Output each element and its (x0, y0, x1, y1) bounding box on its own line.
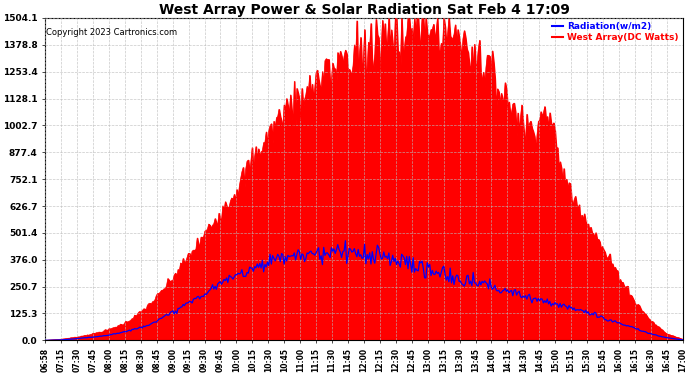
Title: West Array Power & Solar Radiation Sat Feb 4 17:09: West Array Power & Solar Radiation Sat F… (159, 3, 569, 17)
Legend: Radiation(w/m2), West Array(DC Watts): Radiation(w/m2), West Array(DC Watts) (552, 22, 678, 42)
Text: Copyright 2023 Cartronics.com: Copyright 2023 Cartronics.com (46, 28, 177, 37)
